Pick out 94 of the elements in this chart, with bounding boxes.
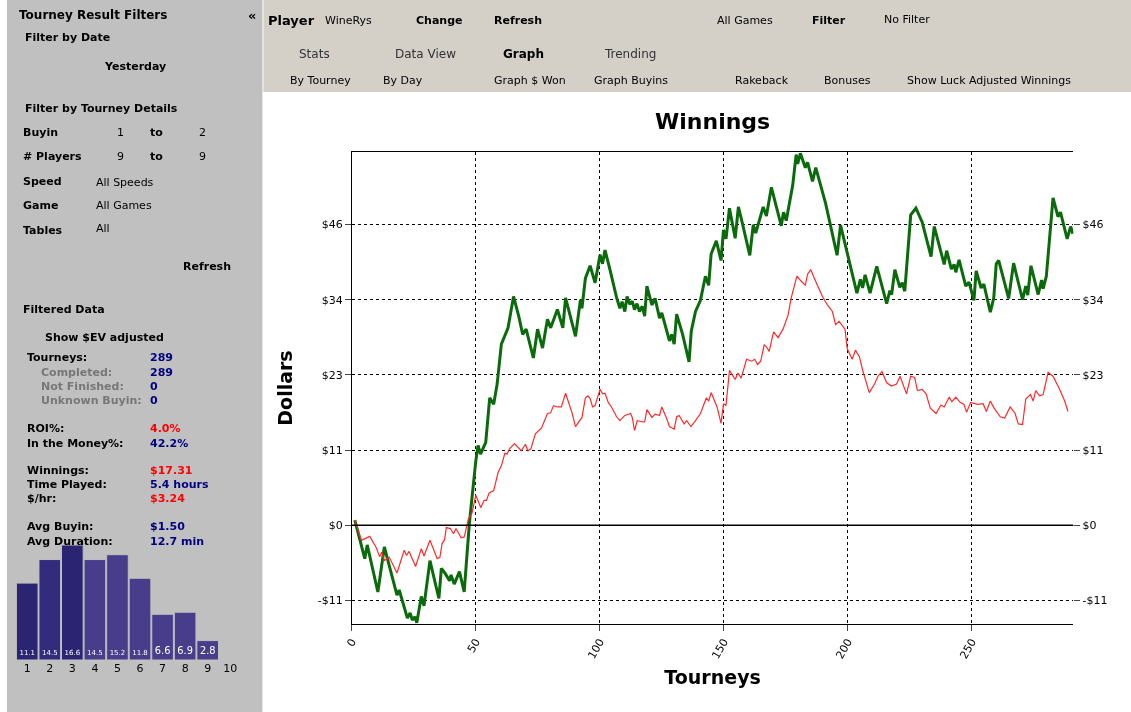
x-axis-title: Tourneys [664,665,761,688]
y2-tick-label: $11 [1082,443,1104,457]
text: Refresh [494,14,542,27]
y2-tick-label: $34 [1082,293,1104,307]
text: 0 [150,394,158,407]
annotation: 12.7 min [150,535,205,548]
y2-tick-label: -$11 [1082,594,1108,608]
y-axis-title: Dollars [273,350,296,426]
text: In the Money%: [27,437,124,450]
text: 42.2% [150,437,189,450]
x-tick-label: 1 [23,662,31,675]
text: Winnings: [27,464,89,477]
x-tick-label: 0 [344,636,360,650]
text: 0 [150,380,158,393]
x-tick-label: 7 [159,662,167,675]
text: Tourneys: [27,351,88,364]
text: Buyin [23,126,58,139]
chart-title: Winnings [655,109,771,134]
y-tick-label: $23 [321,368,343,382]
text: 2 [199,126,206,139]
text: Filter by Tourney Details [25,102,178,115]
y2-tick-label: $0 [1082,519,1097,533]
text: No Filter [884,13,931,26]
text: Filtered Data [23,303,105,316]
line-series [353,152,1074,624]
text: Graph [503,47,544,61]
text: Filter [812,14,846,27]
text: ROI%: [27,422,65,435]
y2-tick-label: $23 [1082,368,1104,382]
text: All Speeds [96,176,154,189]
text: Game [23,199,59,212]
text: By Tourney [290,74,352,87]
y2-tick-label: $46 [1082,218,1104,232]
data-label: 6.6 [154,645,171,657]
x-tick-label: 8 [181,662,189,675]
text: Completed: [41,366,113,379]
text: All Games [717,14,773,27]
text: Filter by Date [25,31,111,44]
text: Not Finished: [41,380,124,393]
x-tick-label: 50 [464,636,484,656]
text: Change [416,14,463,27]
text: 289 [150,351,173,364]
data-label: 2.8 [199,645,216,657]
x-tick-label: 5 [113,662,121,675]
data-label: 6.9 [177,645,193,657]
text: 4.0% [150,422,181,435]
y-tick-label: $0 [328,519,343,533]
y-tick-label: $34 [321,293,343,307]
line-series [354,269,1069,574]
text: Refresh [183,260,231,273]
x-tick-label: 10 [223,662,238,675]
text: « [248,8,257,23]
text: $17.31 [150,464,193,477]
x-tick-label: 2 [46,662,54,675]
text: Trending [604,47,657,61]
text: By Day [383,74,423,87]
text: Unknown Buyin: [41,394,142,407]
text: Tables [23,224,63,237]
y-tick-label: $11 [321,443,343,457]
text: Rakeback [735,74,789,87]
text: Data View [395,47,457,61]
text: $/hr: [27,492,57,505]
text: Stats [299,47,330,61]
annotation: Avg Duration: [27,535,113,548]
text: 5.4 hours [150,478,209,491]
text: to [150,150,164,163]
text: Player [268,13,315,28]
text: $3.24 [150,492,186,505]
x-tick-label: 6 [136,662,144,675]
text: WineRys [325,14,372,27]
text: # Players [23,150,83,163]
y-tick-label: $46 [321,218,343,232]
text: Tourney Result Filters [19,8,168,22]
x-tick-label: 9 [204,662,212,675]
x-tick-label: 3 [68,662,76,675]
text: to [150,126,164,139]
y-tick-label: -$11 [317,594,343,608]
text: Graph $ Won [494,74,566,87]
text: 1 [117,126,124,139]
text: Avg Buyin: [27,520,94,533]
text: Bonuses [824,74,871,87]
text: Show Luck Adjusted Winnings [907,74,1072,87]
text: Speed [23,175,62,188]
text: 9 [117,150,124,163]
text: Yesterday [104,60,167,73]
text: Time Played: [27,478,107,491]
text: 9 [199,150,206,163]
text: Graph Buyins [594,74,669,87]
text: 289 [150,366,173,379]
x-tick-label: 4 [91,662,99,675]
text: Show $EV adjusted [45,331,164,344]
text: All Games [96,199,152,212]
text: $1.50 [150,520,186,533]
text: All [96,222,110,235]
